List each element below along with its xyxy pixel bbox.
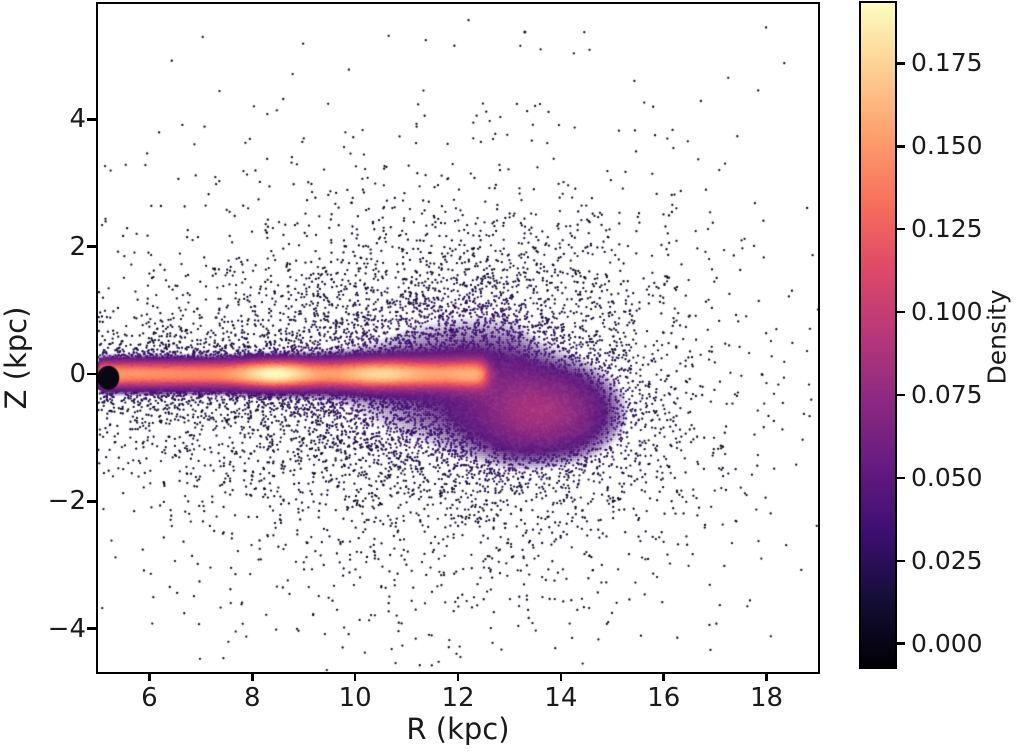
x-tick-label: 10 xyxy=(338,683,372,713)
colorbar-tick-mark xyxy=(897,642,905,645)
y-tick-mark xyxy=(87,627,96,630)
x-tick-mark xyxy=(353,672,357,681)
colorbar-tick-label: 0.175 xyxy=(911,48,983,78)
y-tick-mark xyxy=(87,500,96,503)
x-tick-label: 6 xyxy=(141,683,158,713)
colorbar-tick-mark xyxy=(897,310,905,314)
colorbar-tick-label: 0.150 xyxy=(911,131,983,161)
y-tick-mark xyxy=(87,372,96,376)
x-tick-mark xyxy=(456,672,460,681)
x-axis-label: R (kpc) xyxy=(406,712,510,746)
y-tick-label: 0 xyxy=(69,358,86,389)
colorbar-tick-mark xyxy=(897,145,905,148)
y-tick-label: 4 xyxy=(69,104,86,135)
x-tick-label: 12 xyxy=(441,683,475,713)
scatter-density-canvas xyxy=(98,4,818,672)
colorbar-tick-mark xyxy=(897,62,905,65)
y-tick-mark xyxy=(87,245,96,248)
colorbar-tick-label: 0.000 xyxy=(911,628,983,658)
colorbar-tick-mark xyxy=(897,227,905,231)
colorbar xyxy=(859,1,897,669)
colorbar-tick-label: 0.100 xyxy=(911,297,983,327)
y-tick-label: 2 xyxy=(69,231,86,262)
colorbar-tick-mark xyxy=(897,476,905,480)
colorbar-tick-mark xyxy=(897,393,905,397)
x-tick-label: 18 xyxy=(750,683,784,713)
x-tick-label: 14 xyxy=(544,683,578,713)
y-tick-label: −4 xyxy=(47,613,86,644)
y-tick-mark xyxy=(87,118,96,121)
colorbar-tick-mark xyxy=(897,559,905,563)
y-tick-label: −2 xyxy=(47,486,86,517)
colorbar-tick-label: 0.075 xyxy=(911,379,983,409)
plot-area xyxy=(96,2,820,674)
x-tick-mark xyxy=(251,672,254,681)
x-tick-label: 8 xyxy=(244,683,261,713)
x-tick-mark xyxy=(765,672,768,681)
colorbar-tick-label: 0.025 xyxy=(911,545,983,575)
x-tick-mark xyxy=(148,672,151,681)
colorbar-tick-label: 0.050 xyxy=(911,462,983,492)
colorbar-tick-label: 0.125 xyxy=(911,214,983,244)
x-tick-mark xyxy=(559,672,563,681)
x-tick-label: 16 xyxy=(647,683,681,713)
x-tick-mark xyxy=(662,672,665,681)
